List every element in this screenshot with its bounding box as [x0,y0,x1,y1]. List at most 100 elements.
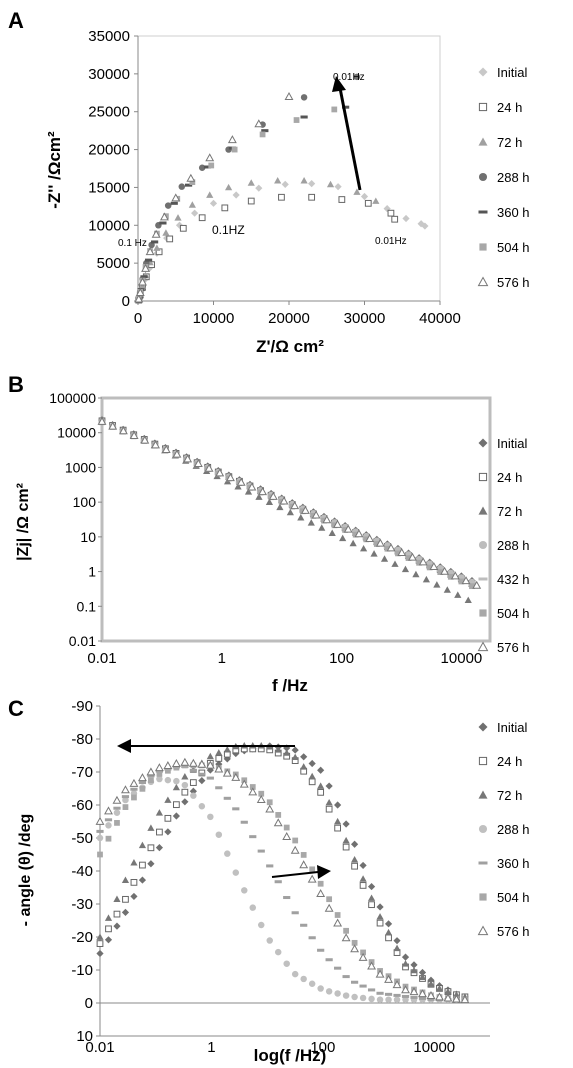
data-point [181,788,189,796]
x-tick-label: 10000 [193,310,235,327]
legend-marker [478,172,488,182]
annotation: 0.1 Hz [118,238,147,249]
data-point [354,529,364,538]
data-point [207,813,214,821]
data-point [308,193,316,201]
data-point [236,477,246,486]
data-point [278,193,285,201]
data-point [297,513,305,521]
data-point [215,831,223,838]
data-point [261,129,269,133]
data-point [309,866,316,873]
data-point [368,901,375,909]
y-tick-label: -30 [71,896,93,913]
data-point [222,768,232,777]
data-point [291,970,299,978]
data-point [113,806,121,810]
data-point [122,804,129,810]
data-point [276,503,284,511]
annotation: 0.1HZ [212,223,245,237]
data-point [311,510,321,519]
data-point [351,939,358,946]
data-point [121,876,130,883]
data-point [384,974,393,983]
data-point [418,996,427,1000]
y-tick-label: -90 [71,698,93,715]
data-point [234,483,242,490]
data-point [338,196,346,203]
data-point [140,435,150,444]
data-point [447,573,454,580]
data-point [386,543,396,552]
legend-label: Initial [497,720,527,735]
plot-border [100,396,492,643]
y-tick-label: 15000 [88,179,130,196]
data-point [189,779,197,786]
data-point [367,961,377,970]
legend-marker [478,102,488,112]
data-point [275,812,282,818]
y-tick-label: -50 [71,830,93,847]
data-point [308,772,316,780]
data-point [113,922,121,930]
legend-label: 360 h [497,856,530,871]
data-point [239,779,249,788]
legend-label: 72 h [497,788,522,803]
data-point [358,952,368,961]
data-point [317,788,325,796]
data-point [328,529,336,536]
data-point [96,933,104,940]
data-point [307,519,315,526]
data-point [178,183,186,190]
data-point [164,796,172,803]
data-point [232,749,240,758]
data-point [215,786,223,790]
data-point [145,247,155,256]
data-point [422,575,430,583]
data-point [308,180,316,188]
data-point [144,258,153,262]
data-point [375,538,385,547]
data-point [334,183,342,191]
data-point [410,961,418,969]
data-point [376,903,384,911]
data-point [300,852,307,858]
data-point [395,550,401,557]
data-point [232,807,240,811]
legend-label: 24 h [497,100,522,115]
data-point [205,760,215,769]
data-point [291,746,299,754]
data-point [159,221,167,225]
data-point [387,209,395,217]
data-point [384,545,391,552]
data-point [151,229,161,238]
data-point [214,764,224,773]
data-point [96,949,104,958]
data-point [105,822,112,829]
data-point [265,804,275,813]
data-point [227,135,237,144]
data-point [151,440,160,449]
data-point [317,782,325,789]
data-point [325,805,333,813]
legend-label: 72 h [497,135,522,150]
legend-label: 24 h [497,754,522,769]
data-point [322,515,332,524]
data-point [292,837,299,844]
data-point [380,555,389,562]
data-point [121,795,130,799]
legend-label: 72 h [497,504,522,519]
data-point [376,919,384,927]
data-point [339,534,347,542]
data-point [363,536,370,543]
x-axis-label: Z'/Ω cm² [256,337,324,356]
data-point [376,991,384,995]
data-point [114,820,120,826]
data-point [206,776,214,780]
data-point [146,767,156,776]
data-point [274,746,282,753]
data-point [247,179,255,186]
data-point [360,192,369,201]
data-point [401,953,410,961]
data-point [359,882,367,889]
